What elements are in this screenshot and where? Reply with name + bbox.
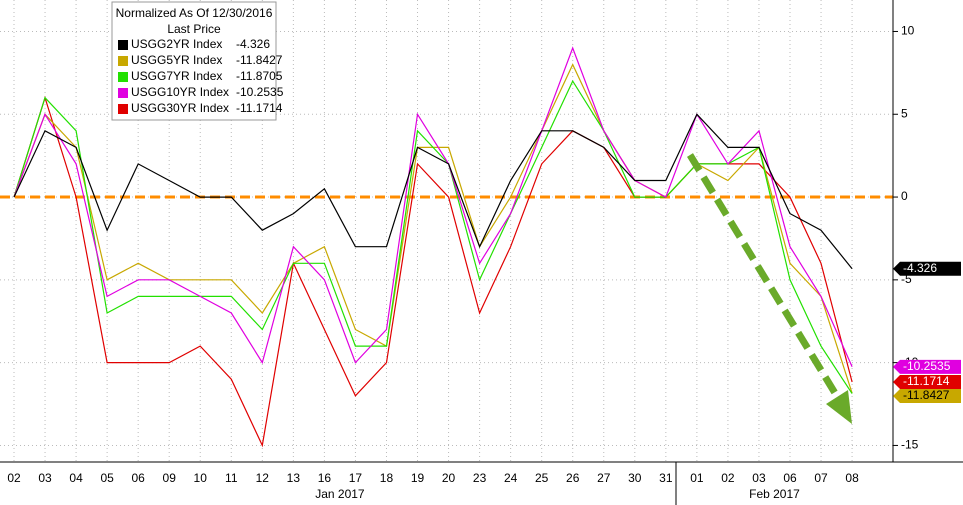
legend-box	[111, 1, 277, 121]
x-tick-label: 30	[628, 471, 642, 485]
legend-subtitle: Last Price	[167, 22, 221, 36]
x-tick-label: 27	[597, 471, 611, 485]
legend-swatch	[118, 104, 128, 114]
legend-name: USGG7YR Index	[131, 69, 222, 83]
x-tick-label: 06	[131, 471, 145, 485]
legend-value: -11.8427	[236, 53, 283, 67]
series-line	[13, 46, 853, 368]
legend-name: USGG10YR Index	[131, 85, 229, 99]
legend-name: USGG5YR Index	[131, 53, 222, 67]
x-tick-label: 16	[318, 471, 332, 485]
x-tick-label: 24	[504, 471, 518, 485]
value-tag	[893, 261, 961, 276]
legend-swatch	[118, 40, 128, 50]
series-line	[13, 113, 853, 270]
value-tag	[893, 389, 961, 404]
y-tick-label: -15	[901, 438, 919, 452]
legend-swatch	[118, 56, 128, 66]
month-label: Jan 2017	[315, 487, 365, 501]
legend-title: Normalized As Of 12/30/2016	[116, 6, 273, 20]
x-tick-label: 09	[163, 471, 177, 485]
x-tick-label: 12	[256, 471, 270, 485]
arrow-annotation	[687, 153, 852, 424]
x-tick-label: 03	[752, 471, 766, 485]
x-tick-label: 01	[690, 471, 704, 485]
x-tick-label: 05	[100, 471, 114, 485]
value-tag-label: -4.326	[903, 261, 937, 275]
legend: Normalized As Of 12/30/2016 Last Price U…	[111, 1, 284, 121]
x-tick-label: 08	[845, 471, 859, 485]
legend-name: USGG30YR Index	[131, 101, 229, 115]
x-tick-label: 23	[473, 471, 487, 485]
value-tag	[893, 375, 961, 390]
legend-value: -10.2535	[236, 85, 284, 99]
legend-value: -4.326	[236, 37, 270, 51]
x-tick-label: 03	[38, 471, 52, 485]
x-tick-label: 26	[566, 471, 580, 485]
value-tag-label: -11.8427	[903, 388, 950, 402]
legend-swatch	[118, 72, 128, 82]
x-tick-label: 10	[194, 471, 208, 485]
x-tick-label: 25	[535, 471, 549, 485]
y-tick-label: -5	[901, 272, 912, 286]
legend-name: USGG2YR Index	[131, 37, 222, 51]
x-tick-label: 06	[783, 471, 797, 485]
x-tick-label: 07	[814, 471, 828, 485]
x-tick-label: 17	[349, 471, 363, 485]
arrow-shaft	[687, 153, 841, 400]
x-tick-label: 02	[7, 471, 21, 485]
x-tick-label: 20	[442, 471, 456, 485]
legend-value: -11.8705	[236, 69, 283, 83]
legend-value: -11.1714	[236, 101, 283, 115]
x-tick-label: 04	[69, 471, 83, 485]
x-tick-label: 18	[380, 471, 394, 485]
x-tick-label: 13	[287, 471, 301, 485]
y-tick-label: 10	[901, 24, 915, 38]
x-tick-label: 11	[225, 471, 238, 485]
value-tag-label: -10.2535	[903, 359, 951, 373]
y-tick-label: 5	[901, 106, 908, 120]
month-label: Feb 2017	[749, 487, 800, 501]
arrow-head	[826, 390, 852, 424]
x-tick-label: 31	[659, 471, 673, 485]
value-tag-label: -11.1714	[903, 374, 950, 388]
y-tick-label: 0	[901, 189, 908, 203]
x-tick-label: 02	[721, 471, 735, 485]
legend-swatch	[118, 88, 128, 98]
value-tag	[893, 359, 961, 374]
series-line	[13, 79, 853, 394]
x-tick-label: 19	[411, 471, 425, 485]
